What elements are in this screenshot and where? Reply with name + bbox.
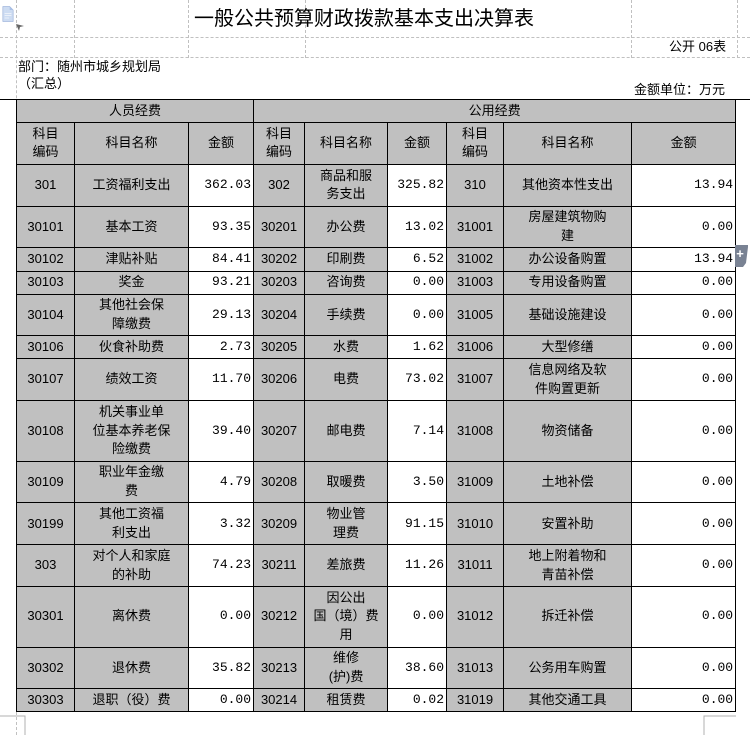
svg-text:+: + — [736, 246, 744, 261]
